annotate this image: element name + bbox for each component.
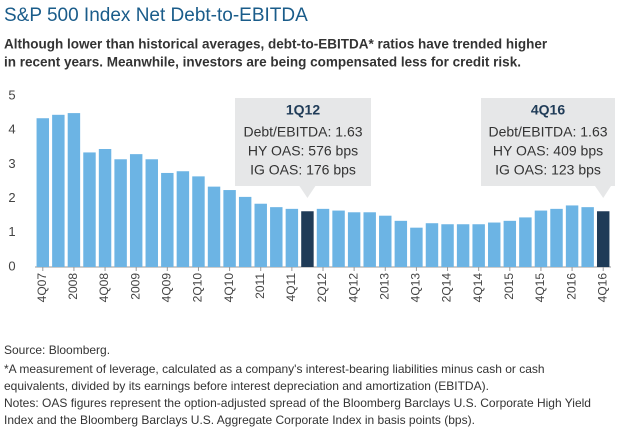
bar bbox=[519, 217, 532, 267]
bar bbox=[441, 224, 454, 267]
bar bbox=[379, 215, 392, 267]
bar bbox=[363, 212, 376, 267]
bar bbox=[488, 222, 501, 267]
x-tick-label: 4Q16 bbox=[595, 273, 609, 303]
x-tick-label: 4Q15 bbox=[533, 273, 547, 303]
annotation-line: Debt/EBITDA: 1.63 bbox=[488, 124, 607, 140]
footnote: Notes: OAS figures represent the option-… bbox=[4, 396, 591, 410]
y-tick-label: 2 bbox=[8, 190, 15, 205]
bar bbox=[192, 176, 205, 267]
bar bbox=[114, 159, 127, 267]
bar bbox=[98, 149, 112, 267]
x-tick-label: 4Q11 bbox=[284, 273, 298, 302]
bar bbox=[596, 211, 610, 267]
bar bbox=[347, 212, 361, 267]
bar bbox=[472, 224, 485, 267]
footnote: Source: Bloomberg. bbox=[4, 343, 110, 357]
annotation-title: 4Q16 bbox=[531, 102, 565, 118]
bar bbox=[36, 118, 50, 267]
subtitle: in recent years. Meanwhile, investors ar… bbox=[4, 55, 521, 70]
bar bbox=[316, 208, 330, 267]
y-tick-label: 1 bbox=[8, 224, 15, 239]
bar bbox=[207, 186, 221, 267]
x-tick-label: 2013 bbox=[377, 273, 391, 300]
annotation-line: Debt/EBITDA: 1.63 bbox=[243, 124, 362, 140]
x-tick-label: 2Q14 bbox=[440, 273, 454, 303]
bar bbox=[254, 203, 267, 267]
y-tick-label: 4 bbox=[8, 122, 15, 137]
x-tick-label: 2Q12 bbox=[315, 273, 329, 303]
x-tick-label: 2Q10 bbox=[191, 273, 205, 303]
annotation-box bbox=[481, 98, 615, 198]
footnote: Index and the Bloomberg Barclays U.S. Ag… bbox=[4, 413, 475, 427]
x-tick-label: 2015 bbox=[502, 273, 516, 300]
bar bbox=[550, 208, 563, 267]
x-tick-label: 4Q14 bbox=[471, 273, 485, 303]
bar bbox=[332, 210, 345, 267]
bar bbox=[503, 220, 517, 267]
bar bbox=[270, 207, 283, 267]
subtitle: Although lower than historical averages,… bbox=[4, 37, 548, 52]
annotation-box bbox=[235, 98, 371, 198]
annotation-title: 1Q12 bbox=[286, 102, 320, 118]
x-tick-label: 4Q13 bbox=[409, 273, 423, 303]
x-tick-label: 4Q10 bbox=[222, 273, 236, 303]
bar bbox=[425, 223, 439, 267]
x-tick-label: 4Q09 bbox=[159, 273, 173, 303]
bar bbox=[52, 114, 65, 267]
bar bbox=[534, 210, 548, 267]
bar bbox=[67, 113, 81, 267]
y-tick-label: 5 bbox=[8, 87, 15, 102]
annotation-line: IG OAS: 123 bps bbox=[495, 162, 601, 178]
y-tick-label: 3 bbox=[8, 156, 15, 171]
x-tick-label: 2008 bbox=[66, 273, 80, 300]
x-tick-label: 2009 bbox=[128, 273, 142, 300]
y-tick-label: 0 bbox=[8, 258, 15, 273]
x-tick-label: 4Q12 bbox=[346, 273, 360, 303]
x-tick-label: 4Q08 bbox=[97, 273, 111, 303]
annotation-line: IG OAS: 176 bps bbox=[250, 162, 356, 178]
bar bbox=[565, 205, 579, 267]
chart-title: S&P 500 Index Net Debt-to-EBITDA bbox=[4, 5, 308, 26]
bar bbox=[161, 172, 174, 267]
footnote: *A measurement of leverage, calculated a… bbox=[4, 362, 545, 376]
x-tick-label: 2016 bbox=[564, 273, 578, 300]
bar bbox=[176, 171, 190, 267]
bar bbox=[581, 207, 594, 267]
bar bbox=[223, 190, 236, 267]
annotation-line: HY OAS: 576 bps bbox=[248, 143, 358, 159]
bar bbox=[83, 152, 96, 267]
bar bbox=[238, 196, 252, 267]
annotation-line: HY OAS: 409 bps bbox=[493, 143, 603, 159]
bar bbox=[301, 211, 314, 267]
bar bbox=[285, 208, 299, 267]
bar bbox=[129, 154, 143, 267]
footnote: equivalents, divided by its earnings bef… bbox=[4, 379, 489, 393]
x-tick-label: 2011 bbox=[253, 273, 267, 299]
bar bbox=[394, 220, 408, 267]
x-tick-label: 4Q07 bbox=[35, 273, 49, 303]
bar bbox=[456, 224, 470, 267]
bar bbox=[145, 159, 158, 267]
bar bbox=[410, 227, 423, 267]
